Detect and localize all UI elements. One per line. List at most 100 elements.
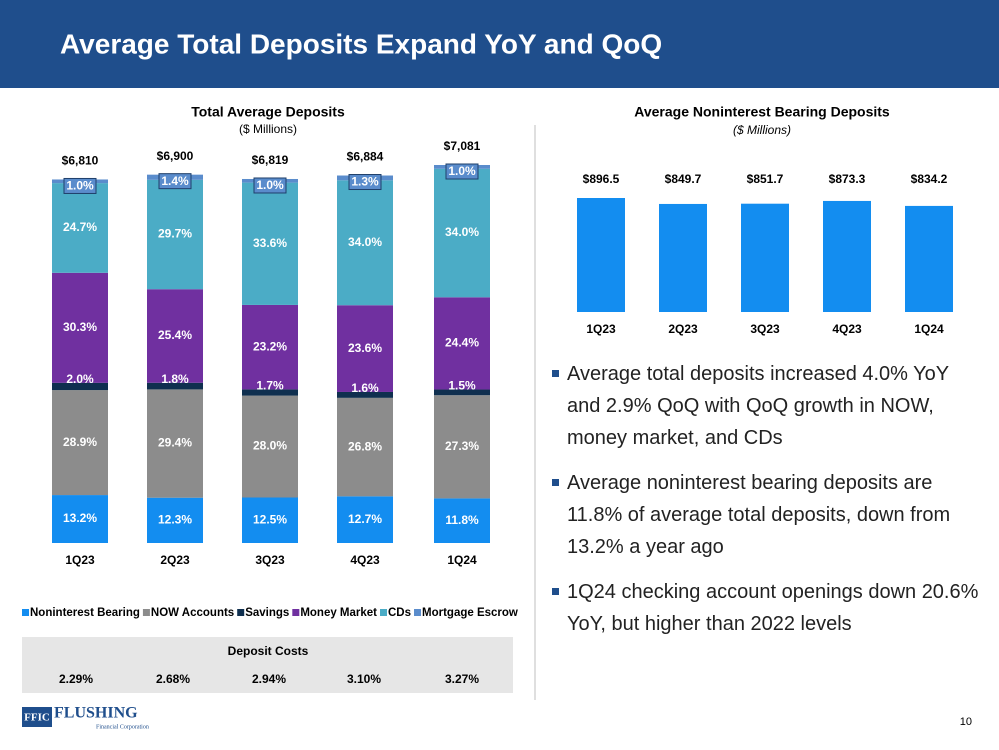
label-box — [63, 177, 97, 194]
bar-segment — [337, 305, 393, 392]
bar-segment — [147, 497, 203, 543]
bar-segment — [52, 390, 108, 496]
chart-title: Total Average Deposits — [191, 104, 345, 120]
legend-swatch — [380, 609, 387, 616]
x-tick-label: 1Q24 — [914, 322, 944, 336]
bar — [577, 198, 625, 312]
deposit-cost: 2.68% — [156, 672, 190, 686]
legend-label: CDs — [388, 607, 411, 619]
legend-label: Mortgage Escrow — [422, 607, 518, 619]
x-tick-label: 1Q23 — [65, 553, 95, 567]
bar-segment — [434, 297, 490, 390]
bar-segment — [242, 389, 298, 396]
bar — [823, 200, 871, 312]
data-label: $851.7 — [747, 172, 784, 186]
data-label: $896.5 — [583, 172, 620, 186]
bar-segment — [242, 182, 298, 305]
data-label: 12.5% — [253, 512, 287, 526]
data-label: $834.2 — [911, 172, 948, 186]
bullet: Average total deposits increased 4.0% Yo… — [552, 358, 982, 454]
data-label: 1.3% — [351, 175, 379, 189]
logo-sub: Financial Corporation — [96, 724, 149, 730]
slide-title: Average Total Deposits Expand YoY and Qo… — [60, 28, 662, 59]
data-label: 29.4% — [158, 436, 192, 450]
data-label: 27.3% — [445, 439, 479, 453]
total-label: $6,900 — [157, 149, 194, 163]
legend-label: Noninterest Bearing — [30, 607, 140, 619]
data-label: 28.9% — [63, 435, 97, 449]
chart-title: Average Noninterest Bearing Deposits — [634, 104, 890, 120]
page-number: 10 — [960, 716, 972, 728]
data-label: 1.6% — [351, 381, 379, 395]
data-label: 1.0% — [448, 164, 476, 178]
x-tick-label: 4Q23 — [350, 553, 380, 567]
bullet-list: Average total deposits increased 4.0% Yo… — [552, 358, 982, 653]
bar-segment — [52, 272, 108, 383]
deposit-cost: 2.94% — [252, 672, 286, 686]
bar-segment — [434, 389, 490, 396]
bar-stack — [242, 178, 298, 543]
data-label: 34.0% — [445, 225, 479, 239]
data-label: $873.3 — [829, 172, 866, 186]
data-label: 12.7% — [348, 512, 382, 526]
label-box — [445, 163, 479, 180]
data-label: 23.2% — [253, 339, 287, 353]
legend-label: Savings — [245, 607, 289, 619]
total-label: $6,819 — [252, 153, 289, 167]
bar-segment — [52, 382, 108, 391]
data-label: 26.8% — [348, 439, 382, 453]
bar-segment — [337, 180, 393, 306]
total-label: $7,081 — [444, 139, 481, 153]
deposit-cost: 2.29% — [59, 672, 93, 686]
x-tick-label: 3Q23 — [750, 322, 780, 336]
x-tick-label: 2Q23 — [668, 322, 698, 336]
x-tick-label: 4Q23 — [832, 322, 862, 336]
bullet: Average noninterest bearing deposits are… — [552, 467, 982, 563]
data-label: $849.7 — [665, 172, 702, 186]
bar-segment — [242, 497, 298, 543]
data-label: 23.6% — [348, 341, 382, 355]
bar-stack — [434, 165, 490, 543]
legend-swatch — [292, 609, 300, 616]
x-tick-label: 2Q23 — [160, 553, 190, 567]
deposit-cost: 3.10% — [347, 672, 381, 686]
data-label: 1.8% — [161, 372, 189, 386]
label-box — [158, 173, 192, 190]
bullet: 1Q24 checking account openings down 20.6… — [552, 576, 982, 640]
bar-segment — [337, 496, 393, 543]
data-label: 1.0% — [66, 179, 94, 193]
x-tick-label: 3Q23 — [255, 553, 285, 567]
data-label: 1.4% — [161, 174, 189, 188]
legend-swatch — [22, 609, 29, 616]
data-label: 30.3% — [63, 320, 97, 334]
chart-subtitle: ($ Millions) — [239, 122, 297, 136]
data-label: 1.0% — [256, 178, 284, 192]
bar-segment — [147, 382, 203, 390]
data-label: 13.2% — [63, 511, 97, 525]
data-label: 34.0% — [348, 235, 382, 249]
logo-name: FLUSHING — [54, 705, 138, 722]
total-label: $6,810 — [62, 154, 99, 168]
bar-segment — [242, 304, 298, 390]
data-label: 28.0% — [253, 439, 287, 453]
bar-stack — [337, 175, 393, 543]
bar-segment — [147, 389, 203, 498]
total-label: $6,884 — [347, 150, 384, 164]
bar-segment — [337, 391, 393, 398]
legend-swatch — [237, 609, 245, 616]
data-label: 2.0% — [66, 372, 94, 386]
bar-segment — [147, 289, 203, 383]
data-label: 24.7% — [63, 220, 97, 234]
legend-label: NOW Accounts — [151, 607, 234, 619]
legend-swatch — [414, 609, 422, 616]
bar-segment — [434, 168, 490, 298]
bar-segment — [337, 397, 393, 497]
x-tick-label: 1Q23 — [586, 322, 616, 336]
label-box — [348, 174, 382, 191]
bar-segment — [242, 395, 298, 498]
data-label: 11.8% — [445, 513, 479, 527]
deposit-costs-title: Deposit Costs — [228, 644, 309, 658]
bar-segment — [147, 179, 203, 290]
